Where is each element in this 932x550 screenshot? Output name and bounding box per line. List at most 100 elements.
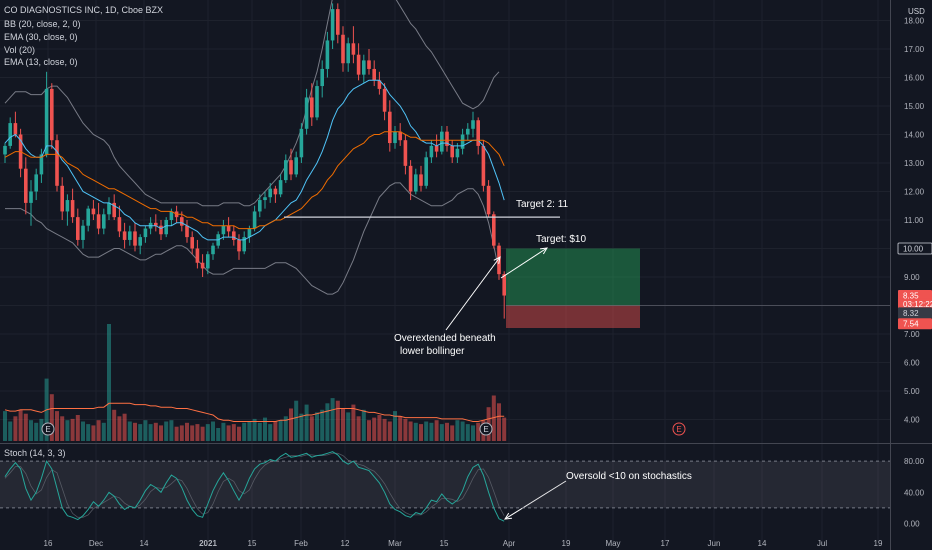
volume-bar [138, 424, 143, 441]
volume-bar [65, 420, 70, 441]
candle-body [346, 43, 350, 64]
legend-ema30: EMA (30, close, 0) [4, 32, 78, 42]
candle-body [237, 239, 241, 252]
volume-bar [356, 416, 361, 441]
volume-bar [502, 417, 507, 441]
candle [408, 160, 413, 201]
volume-bar [60, 416, 65, 441]
candle [133, 222, 137, 252]
volume-bar [153, 422, 158, 441]
volume-bar [445, 422, 449, 441]
volume-bar [289, 408, 293, 441]
candle-body [91, 208, 96, 215]
volume-bar [429, 422, 434, 441]
volume-bar [117, 416, 122, 441]
candle [341, 26, 345, 72]
candle [29, 180, 33, 226]
candle [24, 157, 28, 215]
price-badge-bg [897, 242, 932, 255]
candle-body [252, 211, 257, 229]
candle [190, 231, 194, 255]
candle [263, 191, 267, 209]
volume-bar [273, 421, 278, 441]
candle-body [13, 123, 18, 135]
candle [471, 111, 475, 138]
candle-body [440, 131, 444, 152]
candle-body [258, 200, 262, 212]
volume-bar [34, 422, 39, 441]
candle-body [382, 88, 387, 112]
candle-body [367, 60, 371, 69]
price-badge-bg [898, 298, 932, 310]
candle-body [294, 157, 298, 175]
candle [294, 151, 298, 178]
candle-body [247, 228, 252, 238]
candle [330, 3, 335, 49]
moving-averages [4, 79, 505, 241]
price-tick-label: 18.00 [904, 17, 925, 26]
candle [13, 111, 18, 138]
candle [466, 123, 470, 141]
candle-body [356, 54, 361, 75]
volume-bar [221, 422, 226, 441]
volume-bar [497, 403, 501, 441]
x-tick-label: Mar [388, 539, 402, 548]
volume-bar [3, 411, 7, 441]
candle-body [419, 174, 423, 186]
candle-body [398, 131, 402, 141]
candle [70, 188, 75, 223]
candle-body [112, 202, 116, 218]
candle-body [408, 165, 413, 192]
candle-body [39, 154, 44, 175]
candle-body [362, 60, 366, 75]
volume-bar [179, 425, 184, 441]
candle [232, 225, 236, 246]
ema30-line [4, 131, 505, 230]
price-tick-label: 9.00 [904, 273, 920, 282]
candle [195, 239, 200, 269]
candle-body [341, 34, 345, 64]
candle-body [107, 202, 111, 215]
overextended-arrow [445, 256, 501, 331]
price-axis[interactable]: 18.00 17.00 16.00 15.00 14.00 13.00 12.00 11.00… [897, 17, 932, 529]
legend: CO DIAGNOSTICS INC, 1D, Cboe BZX BB (20,… [4, 5, 925, 458]
volume-bar [226, 425, 231, 441]
candle-body [315, 86, 319, 118]
volume-bar [309, 416, 314, 441]
price-tick-label: 6.00 [904, 359, 920, 368]
candle-body [284, 160, 288, 181]
volume-bar [159, 425, 163, 441]
volume-bar [455, 420, 460, 441]
x-tick-label: 15 [248, 539, 257, 548]
candle-body [320, 68, 324, 87]
earnings-label: E [45, 425, 50, 434]
volume-bar [408, 421, 413, 441]
volume-bar [164, 421, 169, 441]
volume-bar [330, 398, 335, 441]
candle-body [195, 248, 200, 263]
candle-body [60, 185, 64, 212]
candle-body [403, 140, 408, 166]
candle [460, 128, 465, 155]
candle [122, 222, 127, 249]
volume-bar [419, 424, 423, 441]
candle [367, 49, 371, 75]
x-tick-label: 2021 [199, 539, 217, 548]
candle-body [55, 140, 59, 186]
candle [34, 168, 38, 201]
position-tool[interactable] [506, 248, 890, 329]
candle [304, 88, 309, 135]
candle [237, 234, 241, 260]
candle [377, 71, 382, 95]
time-axis[interactable]: 16 Dec 14 2021 15 Feb 12 Mar 15 Apr 19 May 17 Jun 14 Ju… [44, 539, 883, 548]
volume-bar [237, 426, 241, 441]
candle [39, 148, 44, 183]
candle [356, 43, 361, 81]
candle [159, 220, 163, 240]
candle-body [330, 9, 335, 41]
price-badge: 7.54 [898, 318, 932, 330]
candle [50, 83, 54, 149]
volume-bar [460, 421, 465, 441]
stochastic-pane [0, 451, 890, 522]
candle [336, 3, 340, 44]
